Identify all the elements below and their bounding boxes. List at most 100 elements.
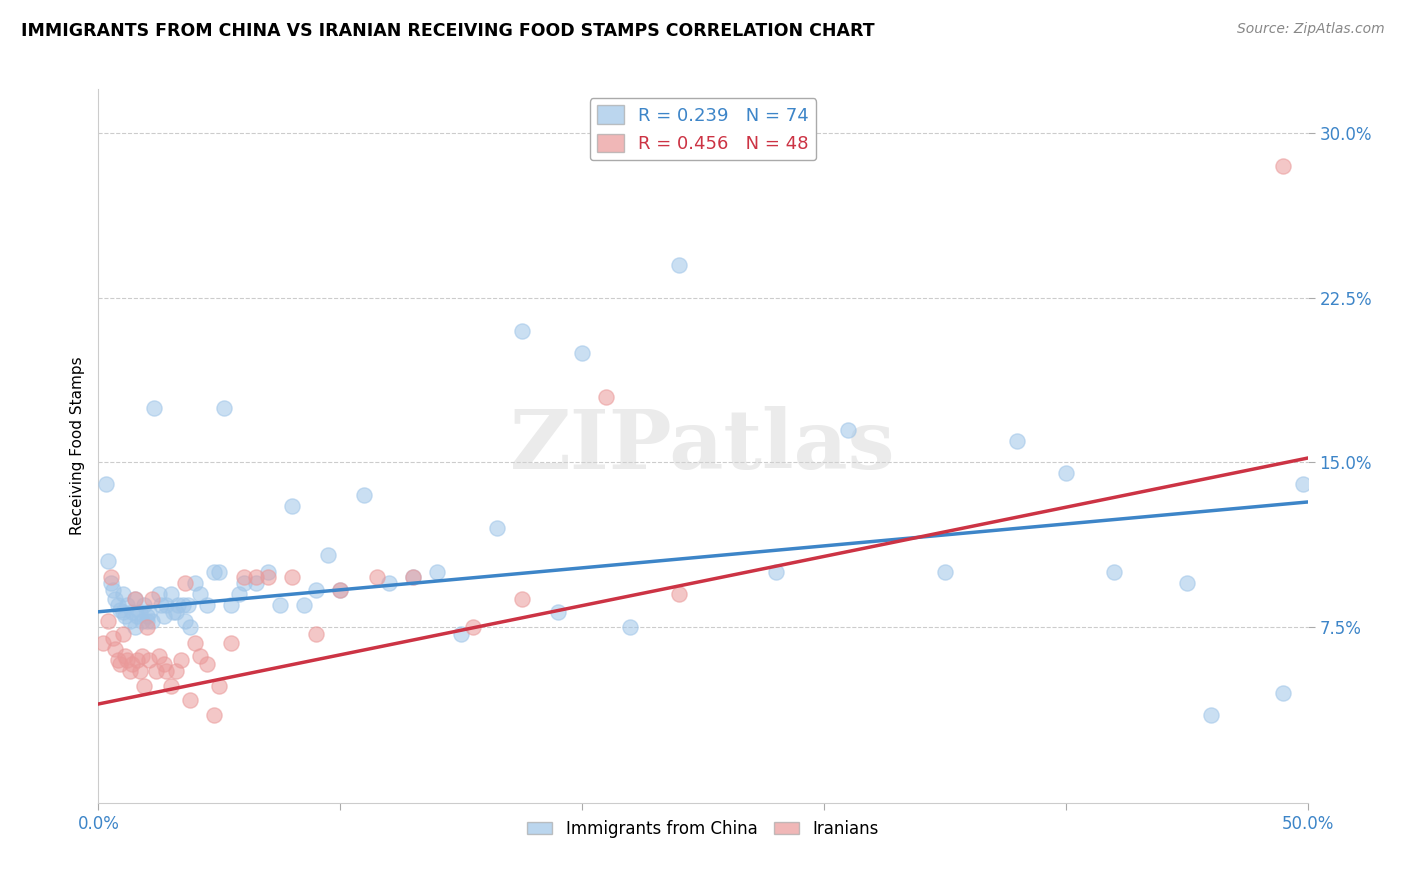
Point <box>595 390 617 404</box>
Point <box>174 614 197 628</box>
Point <box>208 566 231 580</box>
Point <box>316 548 339 562</box>
Point <box>101 582 124 597</box>
Point <box>94 477 117 491</box>
Point <box>121 657 143 672</box>
Point <box>204 708 226 723</box>
Point <box>148 648 170 663</box>
Point <box>118 614 141 628</box>
Point <box>177 598 200 612</box>
Point <box>107 598 129 612</box>
Point <box>118 664 141 678</box>
Point <box>547 605 569 619</box>
Point <box>134 598 156 612</box>
Point <box>292 598 315 612</box>
Point <box>165 664 187 678</box>
Point <box>571 345 593 359</box>
Point <box>155 598 177 612</box>
Point <box>1272 686 1295 700</box>
Point <box>256 566 278 580</box>
Point <box>510 324 533 338</box>
Point <box>668 587 690 601</box>
Point <box>111 587 134 601</box>
Legend: Immigrants from China, Iranians: Immigrants from China, Iranians <box>520 814 886 845</box>
Point <box>281 569 304 583</box>
Point <box>97 554 120 568</box>
Point <box>1292 477 1315 491</box>
Point <box>510 591 533 606</box>
Point <box>1175 576 1198 591</box>
Point <box>121 605 143 619</box>
Point <box>212 401 235 415</box>
Point <box>135 614 157 628</box>
Point <box>765 566 787 580</box>
Point <box>329 582 352 597</box>
Point <box>141 614 163 628</box>
Point <box>232 569 254 583</box>
Point <box>188 587 211 601</box>
Point <box>135 609 157 624</box>
Point <box>837 423 859 437</box>
Y-axis label: Receiving Food Stamps: Receiving Food Stamps <box>69 357 84 535</box>
Point <box>245 576 267 591</box>
Point <box>353 488 375 502</box>
Point <box>269 598 291 612</box>
Point <box>256 569 278 583</box>
Point <box>114 648 136 663</box>
Point <box>107 653 129 667</box>
Point <box>131 614 153 628</box>
Point <box>195 598 218 612</box>
Point <box>160 587 183 601</box>
Point <box>402 569 425 583</box>
Point <box>101 631 124 645</box>
Point <box>204 566 226 580</box>
Point <box>232 576 254 591</box>
Point <box>165 605 187 619</box>
Point <box>128 605 150 619</box>
Point <box>1199 708 1222 723</box>
Point <box>245 569 267 583</box>
Point <box>138 653 160 667</box>
Point <box>174 576 197 591</box>
Point <box>426 566 449 580</box>
Text: ZIPatlas: ZIPatlas <box>510 406 896 486</box>
Point <box>91 635 114 649</box>
Point <box>329 582 352 597</box>
Point <box>143 401 166 415</box>
Point <box>145 664 167 678</box>
Point <box>167 598 190 612</box>
Point <box>179 692 201 706</box>
Point <box>104 642 127 657</box>
Point <box>155 664 177 678</box>
Point <box>104 591 127 606</box>
Point <box>152 657 174 672</box>
Point <box>135 620 157 634</box>
Point <box>124 591 146 606</box>
Point <box>221 598 243 612</box>
Text: Source: ZipAtlas.com: Source: ZipAtlas.com <box>1237 22 1385 37</box>
Point <box>305 626 328 640</box>
Point <box>117 653 139 667</box>
Text: IMMIGRANTS FROM CHINA VS IRANIAN RECEIVING FOOD STAMPS CORRELATION CHART: IMMIGRANTS FROM CHINA VS IRANIAN RECEIVI… <box>21 22 875 40</box>
Point <box>117 598 139 612</box>
Point <box>402 569 425 583</box>
Point <box>138 605 160 619</box>
Point <box>169 653 191 667</box>
Point <box>179 620 201 634</box>
Point <box>111 605 134 619</box>
Point <box>1007 434 1029 448</box>
Point <box>160 680 183 694</box>
Point <box>366 569 388 583</box>
Point <box>111 626 134 640</box>
Point <box>131 648 153 663</box>
Point <box>195 657 218 672</box>
Point <box>127 653 149 667</box>
Point <box>305 582 328 597</box>
Point <box>208 680 231 694</box>
Point <box>1102 566 1125 580</box>
Point <box>127 609 149 624</box>
Point <box>668 258 690 272</box>
Point <box>619 620 641 634</box>
Point <box>188 648 211 663</box>
Point <box>114 609 136 624</box>
